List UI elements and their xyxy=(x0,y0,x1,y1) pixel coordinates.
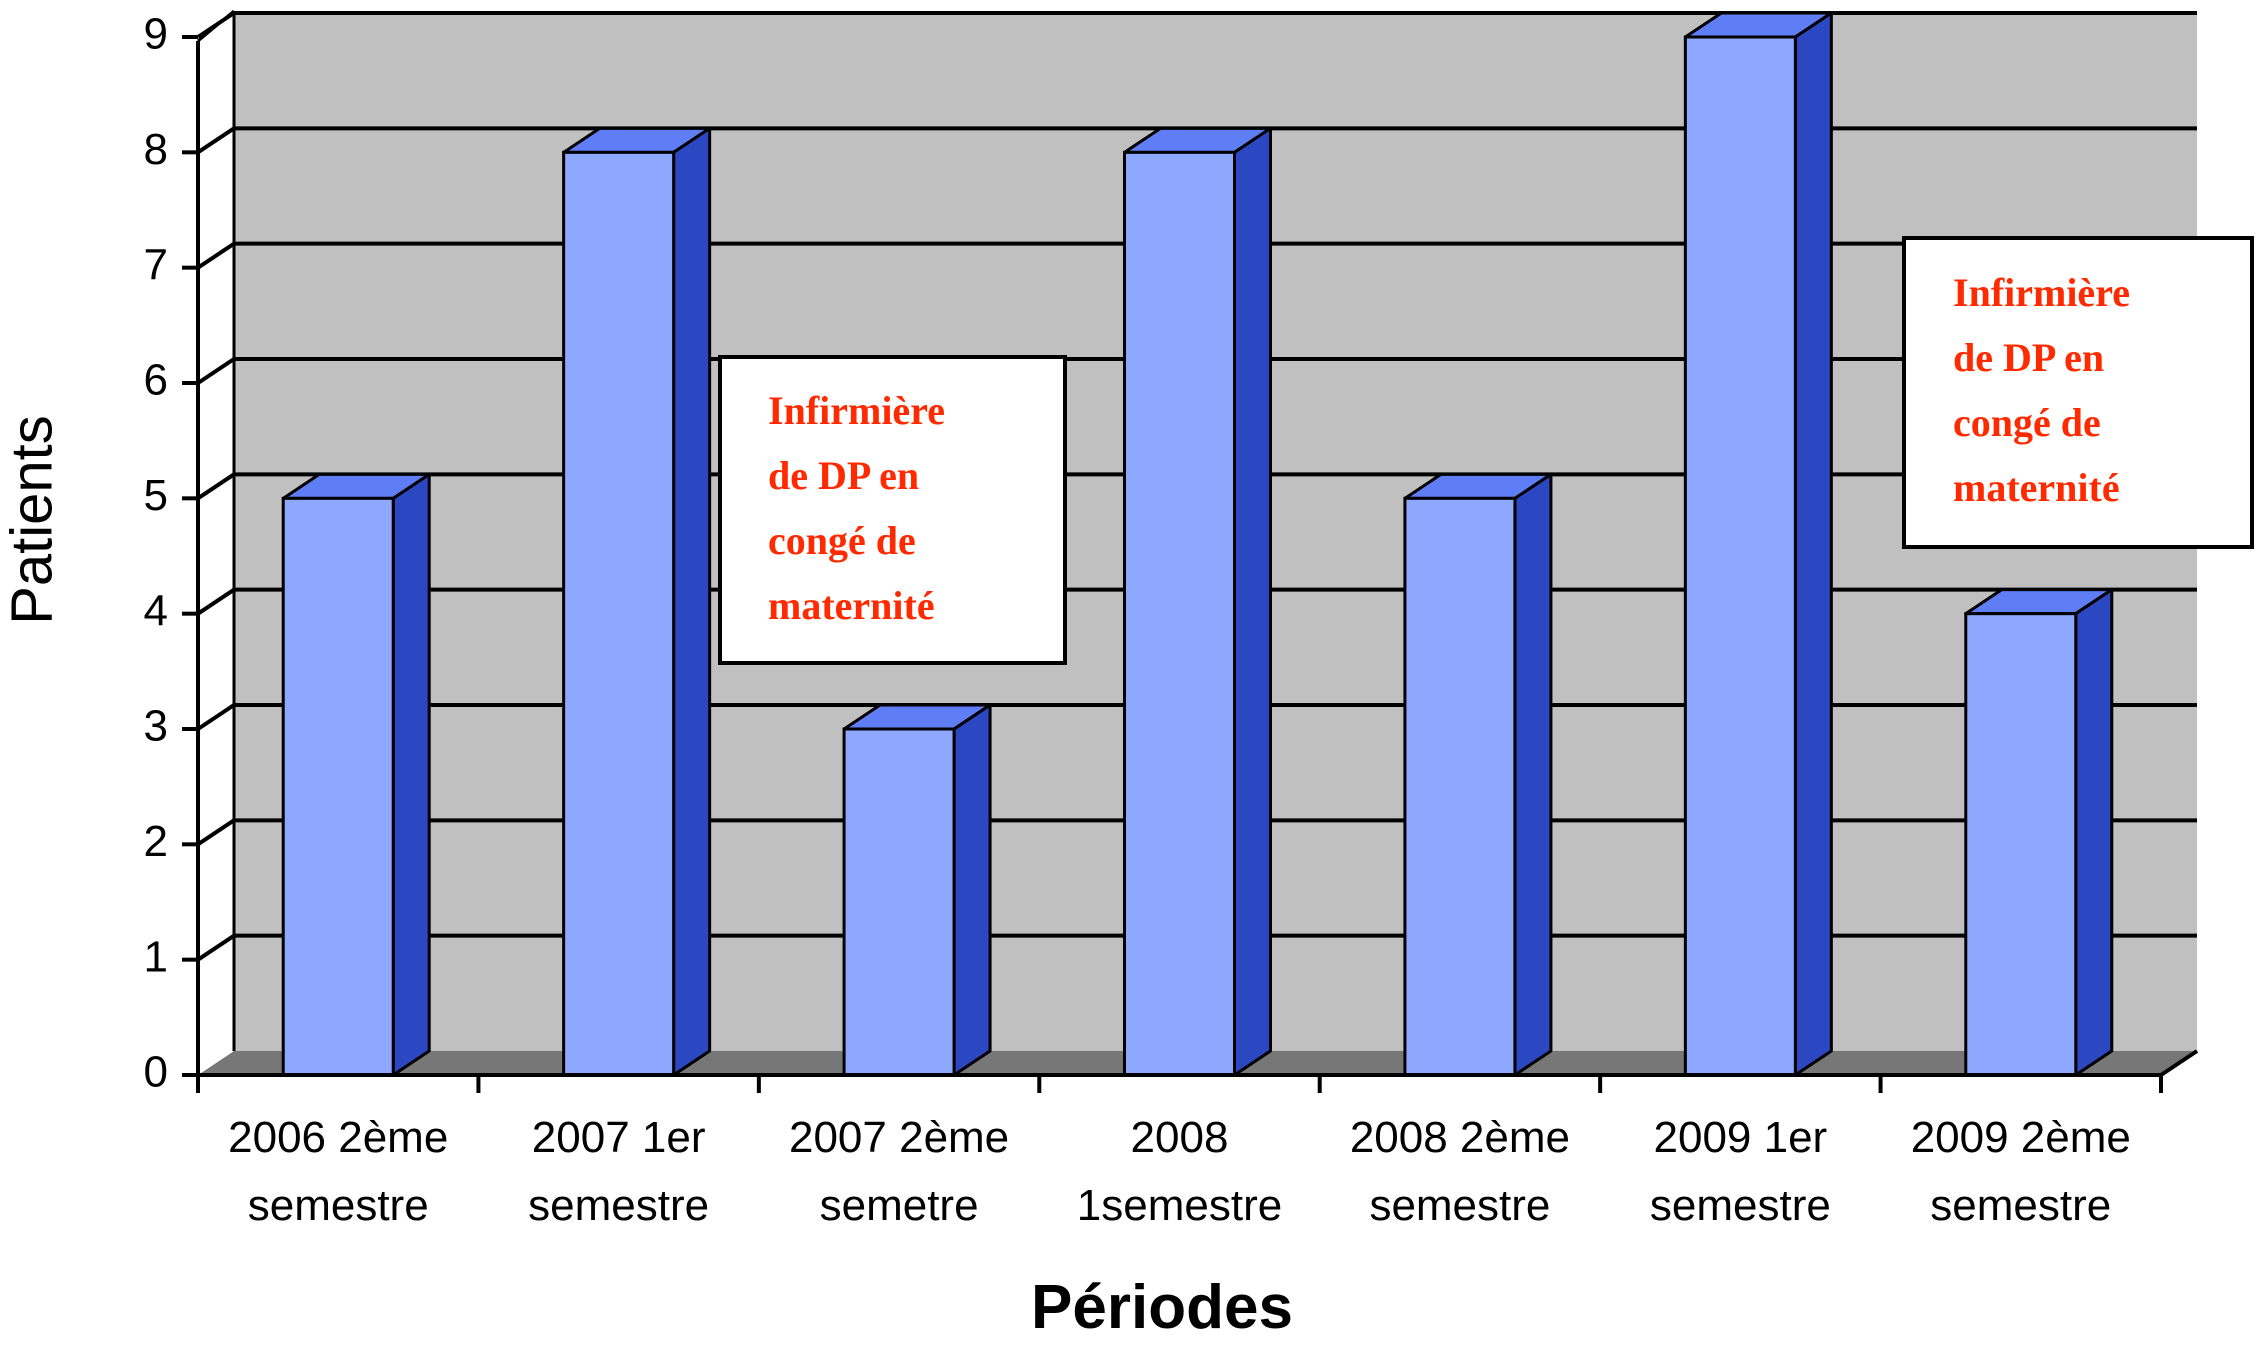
x-tick-label: 2008 1semestre xyxy=(1077,1113,1282,1230)
x-tick-label: 2007 2ème semetre xyxy=(789,1113,1009,1230)
side-wall xyxy=(198,13,234,1075)
y-tick-labels: 0 1 2 3 4 5 6 7 8 9 xyxy=(144,10,168,1097)
y-tick-label: 4 xyxy=(144,586,168,635)
y-tick-label: 1 xyxy=(144,932,168,981)
bar xyxy=(1683,11,1833,1077)
bar-front xyxy=(842,727,956,1077)
annotation-frame xyxy=(1902,236,2254,549)
bar xyxy=(1964,588,2114,1077)
bar-front xyxy=(1123,150,1236,1077)
annotation-frame xyxy=(718,355,1067,665)
y-tick-label: 3 xyxy=(144,702,168,751)
x-tick-label: 2009 1er semestre xyxy=(1650,1113,1831,1230)
bar xyxy=(842,703,992,1077)
axes xyxy=(182,9,2199,1093)
annotation-box: Infirmière de DP en congé de maternité xyxy=(718,355,1067,665)
y-tick-label: 9 xyxy=(144,10,168,59)
bar xyxy=(1403,472,1553,1077)
annotation-box: Infirmière de DP en congé de maternité xyxy=(1902,236,2254,549)
y-tick-label: 5 xyxy=(144,471,168,520)
gridline-diagonal xyxy=(196,934,236,962)
y-tick-label: 0 xyxy=(144,1048,168,1097)
gridline-diagonal xyxy=(196,588,236,616)
x-tick-label: 2006 2ème semestre xyxy=(228,1113,448,1230)
gridline-diagonal xyxy=(196,357,236,385)
bar-front xyxy=(281,496,395,1077)
bar-side xyxy=(1513,472,1553,1077)
gridline-diagonal xyxy=(196,242,236,270)
y-tick-label: 8 xyxy=(144,125,168,174)
y-tick-label: 2 xyxy=(144,817,168,866)
annotation-text: Infirmière de DP en congé de maternité xyxy=(768,388,945,628)
y-tick-label: 6 xyxy=(144,356,168,405)
bar-side xyxy=(391,472,431,1077)
bar-side xyxy=(2074,588,2114,1077)
annotation-text: Infirmière de DP en congé de maternité xyxy=(1953,270,2130,510)
x-tick-label: 2007 1er semestre xyxy=(528,1113,709,1230)
x-tick-label: 2009 2ème semestre xyxy=(1911,1113,2131,1230)
x-axis-end-edge xyxy=(2159,1049,2199,1077)
bar-side xyxy=(952,703,992,1077)
bar-side xyxy=(672,126,712,1077)
bar-front xyxy=(1403,496,1517,1077)
bar-side xyxy=(1793,11,1833,1077)
bar xyxy=(1123,126,1272,1077)
annotations: Infirmière de DP en congé de maternité Infir… xyxy=(718,236,2254,665)
y-tick-label: 7 xyxy=(144,240,168,289)
gridline-diagonal xyxy=(196,472,236,500)
bar-front xyxy=(1683,35,1797,1077)
y-axis-label: Patients xyxy=(0,415,64,625)
bars xyxy=(281,11,2114,1077)
gridline-diagonal xyxy=(196,818,236,846)
y-axis-top-edge xyxy=(197,9,235,43)
bar xyxy=(281,472,431,1077)
bar-front xyxy=(562,150,676,1077)
gridline-diagonal xyxy=(196,126,236,154)
x-tick-labels: 2006 2ème semestre 2007 1er semestre 2007 2è… xyxy=(228,1113,2131,1230)
bar xyxy=(562,126,712,1077)
gridline-diagonal xyxy=(196,703,236,731)
bar-side xyxy=(1233,126,1272,1077)
x-axis-label: Périodes xyxy=(1031,1273,1293,1342)
bar-front xyxy=(1964,612,2078,1077)
x-tick-label: 2008 2ème semestre xyxy=(1350,1113,1570,1230)
